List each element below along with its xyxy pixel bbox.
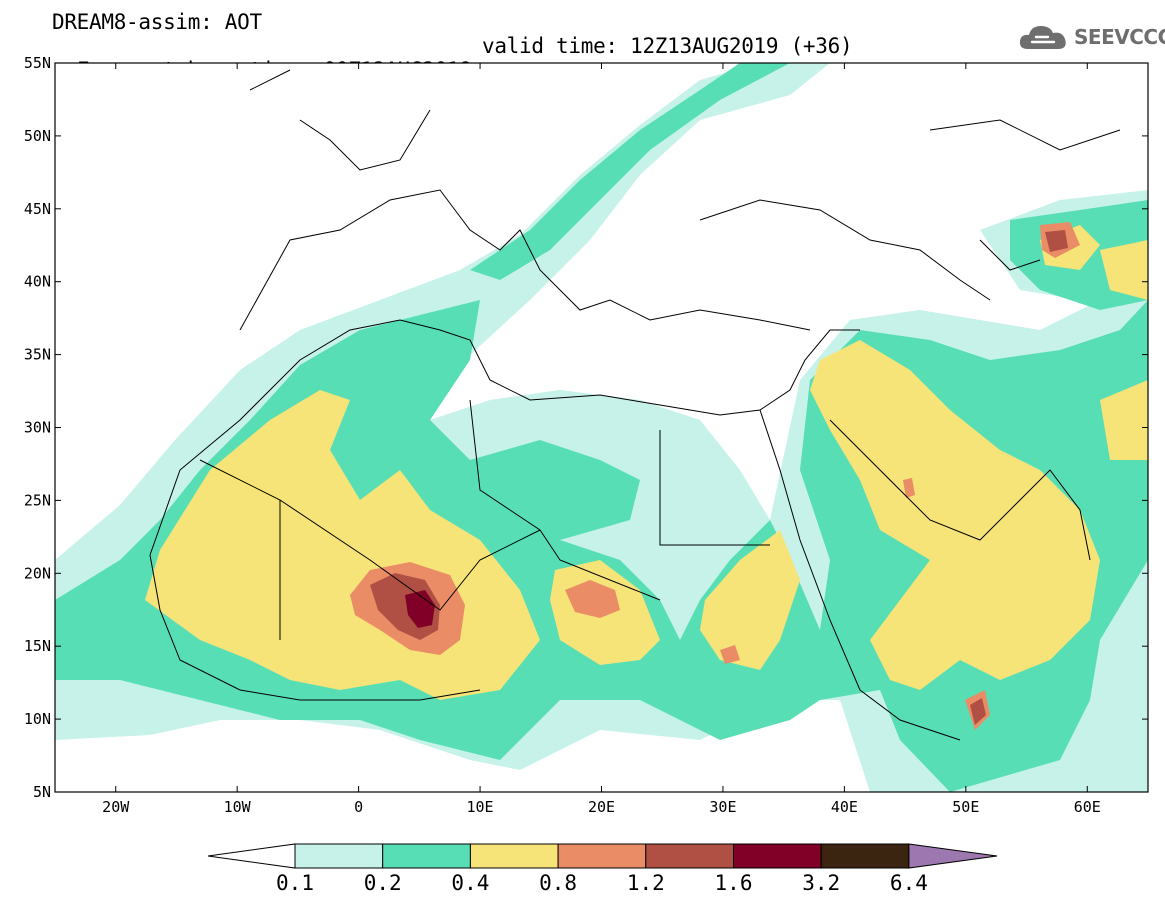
colorbar-swatch [294, 843, 384, 869]
colorbar-label: 1.6 [715, 871, 753, 895]
aot-field [55, 63, 1148, 792]
lon-tick-label: 30E [709, 798, 736, 816]
lon-tick-label: 40E [831, 798, 858, 816]
valid-time: valid time: 12Z13AUG2019 (+36) [482, 34, 853, 58]
longitude-ticks: 20W 10W 0 10E 20E 30E 40E 50E 60E [102, 63, 1101, 816]
lon-tick-label: 60E [1074, 798, 1101, 816]
colorbar-swatch [469, 843, 559, 869]
colorbar-label: 6.4 [890, 871, 928, 895]
logo-text: SEEVCCC [1074, 25, 1165, 49]
lon-tick-label: 10W [224, 798, 252, 816]
colorbar-label: 1.2 [627, 871, 665, 895]
cloud-icon [1019, 26, 1066, 49]
lon-tick-label: 50E [952, 798, 979, 816]
coastlines [149, 69, 1121, 741]
seevccc-logo: SEEVCCC [1018, 22, 1165, 52]
colorbar: 0.1 0.2 0.4 0.8 1.2 1.6 3.2 6.4 [207, 843, 998, 895]
colorbar-swatch [382, 843, 471, 869]
map-title: DREAM8-assim: AOT [52, 10, 262, 34]
colorbar-high-triangle [908, 843, 998, 869]
lat-tick-label: 40N [24, 273, 51, 291]
lat-tick-label: 15N [24, 637, 51, 655]
colorbar-label: 0.4 [451, 871, 489, 895]
lat-tick-label: 20N [24, 564, 51, 582]
lat-tick-label: 5N [33, 783, 51, 801]
lat-tick-label: 35N [24, 346, 51, 364]
lon-tick-label: 20E [588, 798, 615, 816]
aot-band-1.6 [405, 590, 435, 628]
lat-tick-label: 45N [24, 200, 51, 218]
lat-tick-label: 50N [24, 127, 51, 145]
lon-tick-label: 10E [467, 798, 494, 816]
lat-tick-label: 30N [24, 419, 51, 437]
colorbar-label: 0.2 [364, 871, 402, 895]
colorbar-swatch [820, 843, 910, 869]
lat-tick-label: 55N [24, 54, 51, 72]
colorbar-label: 3.2 [802, 871, 840, 895]
lat-tick-label: 25N [24, 491, 51, 509]
colorbar-label: 0.1 [276, 871, 314, 895]
lat-tick-label: 10N [24, 710, 51, 728]
colorbar-label: 0.8 [539, 871, 577, 895]
colorbar-swatch [557, 843, 647, 869]
lon-tick-label: 0 [354, 798, 363, 816]
colorbar-low-triangle [207, 843, 296, 869]
colorbar-swatch [733, 843, 822, 869]
colorbar-swatch [645, 843, 734, 869]
lon-tick-label: 20W [102, 798, 130, 816]
latitude-ticks: 55N 50N 45N 40N 35N 30N 25N 20N 15N 10N 5N [24, 54, 1148, 801]
